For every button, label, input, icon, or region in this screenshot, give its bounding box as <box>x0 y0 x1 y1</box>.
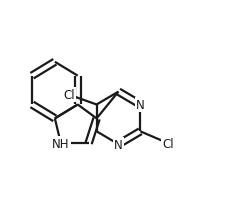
Text: NH: NH <box>52 137 70 150</box>
Text: N: N <box>114 138 123 151</box>
Text: N: N <box>136 98 145 111</box>
Text: Cl: Cl <box>63 89 75 102</box>
Text: Cl: Cl <box>162 137 174 150</box>
